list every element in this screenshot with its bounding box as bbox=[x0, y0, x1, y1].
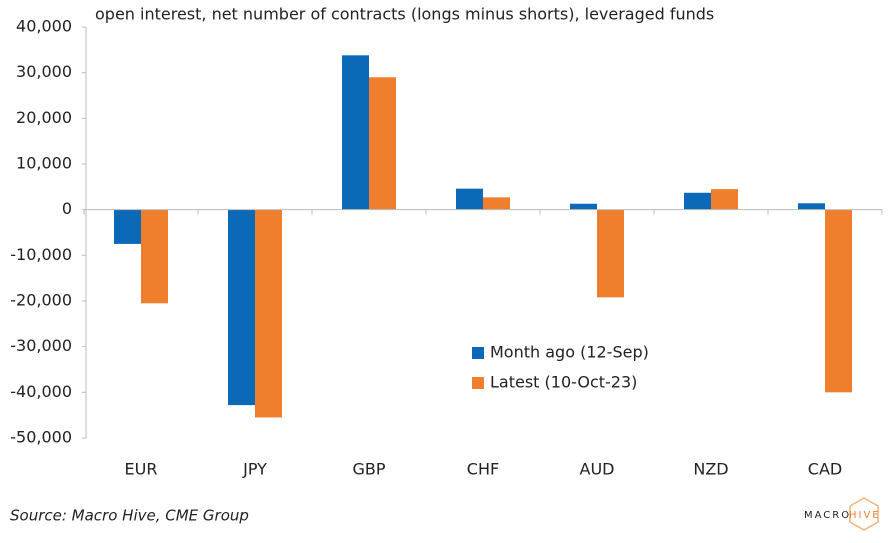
bar bbox=[825, 209, 852, 393]
y-tick-label: -50,000 bbox=[10, 428, 72, 447]
y-tick-label: 40,000 bbox=[16, 17, 72, 36]
bar bbox=[456, 188, 483, 210]
logo-text: HIVE bbox=[849, 510, 881, 521]
legend-swatch bbox=[472, 347, 484, 359]
logo-text: MACRO bbox=[804, 510, 851, 521]
x-tick-label: AUD bbox=[580, 460, 615, 479]
legend-label: Month ago (12-Sep) bbox=[490, 343, 649, 362]
y-tick-label: 30,000 bbox=[16, 62, 72, 81]
bar bbox=[228, 209, 255, 406]
y-tick-label: -10,000 bbox=[10, 245, 72, 264]
bar bbox=[798, 203, 825, 210]
y-tick-label: 20,000 bbox=[16, 108, 72, 127]
bar bbox=[570, 203, 597, 210]
x-tick-label: EUR bbox=[125, 460, 158, 479]
x-tick-label: GBP bbox=[352, 460, 385, 479]
bar bbox=[483, 197, 510, 210]
x-tick-label: JPY bbox=[242, 460, 267, 479]
source-note: Source: Macro Hive, CME Group bbox=[10, 507, 249, 525]
bar bbox=[342, 55, 369, 210]
legend-swatch bbox=[472, 377, 484, 389]
y-tick-label: 10,000 bbox=[16, 154, 72, 173]
x-tick-label: NZD bbox=[693, 460, 728, 479]
y-tick-label: -20,000 bbox=[10, 291, 72, 310]
y-tick-label: -30,000 bbox=[10, 336, 72, 355]
chart-title: open interest, net number of contracts (… bbox=[95, 5, 714, 24]
bar bbox=[711, 189, 738, 210]
bar bbox=[369, 77, 396, 210]
x-tick-label: CHF bbox=[467, 460, 499, 479]
bar bbox=[141, 209, 168, 304]
y-tick-label: -40,000 bbox=[10, 382, 72, 401]
x-tick-label: CAD bbox=[808, 460, 842, 479]
y-tick-label: 0 bbox=[62, 199, 72, 218]
bar bbox=[114, 209, 141, 244]
bar bbox=[684, 192, 711, 210]
legend-label: Latest (10-Oct-23) bbox=[490, 373, 637, 392]
logo-hexagon bbox=[849, 497, 879, 531]
brand-logo: MACRO HIVE bbox=[804, 497, 881, 531]
bar bbox=[597, 209, 624, 298]
bar bbox=[255, 209, 282, 418]
